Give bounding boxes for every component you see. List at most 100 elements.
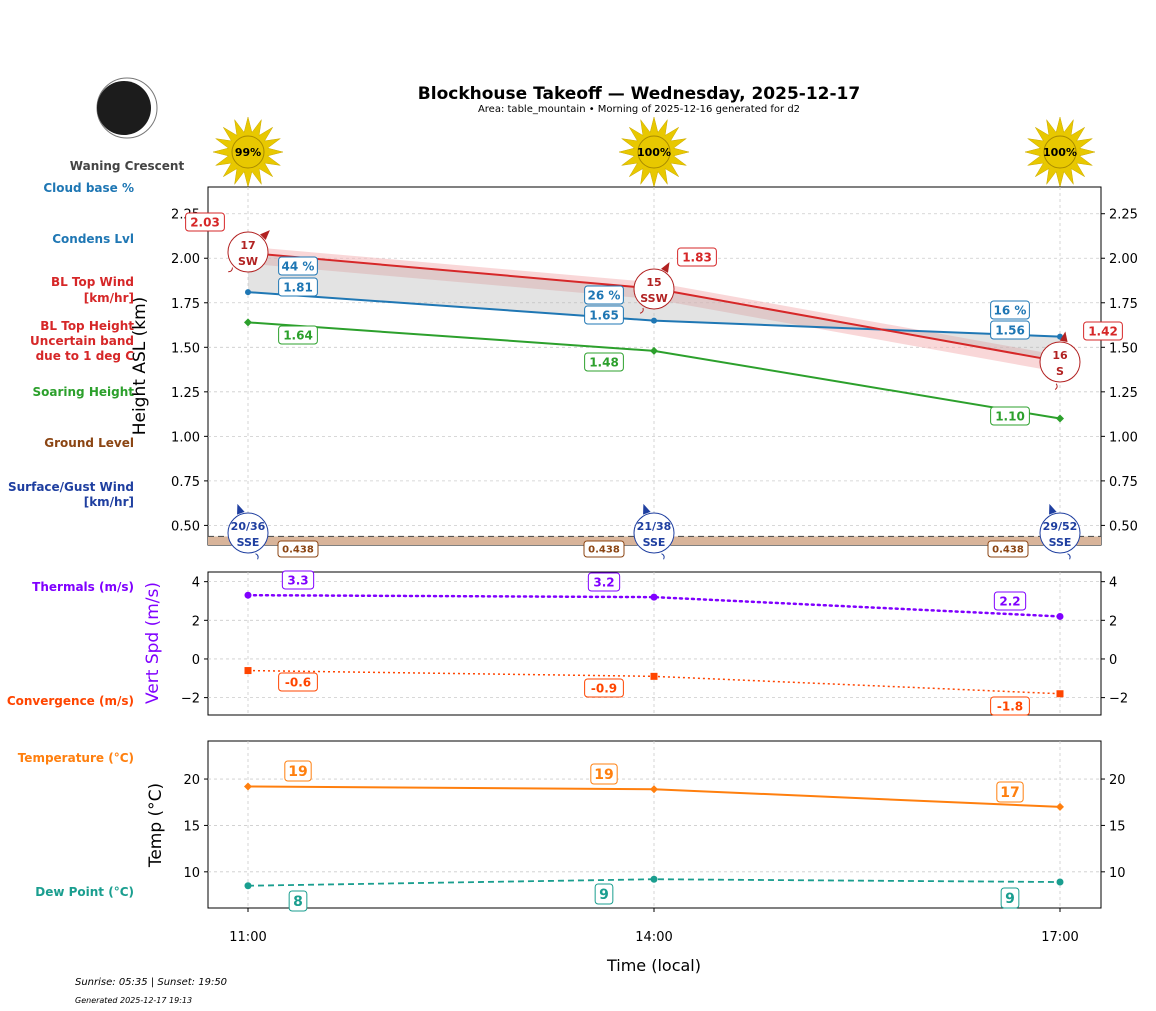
- y-tick-label-right: 20: [1109, 773, 1126, 788]
- cloudbase-pct-label-1-box: [584, 285, 624, 305]
- condens-label-1: 1.65: [589, 308, 619, 322]
- legend-condens: Condens Lvl: [52, 232, 134, 246]
- soaring-label-0-box: [278, 325, 318, 345]
- legend-blwind-2: [km/hr]: [84, 291, 134, 305]
- bl-wind-0-dir: SW: [238, 255, 258, 268]
- sun-disc: [1043, 135, 1077, 169]
- dewpoint-label-0-box: [288, 890, 308, 912]
- convergence-label-1-box: [584, 678, 624, 698]
- bl-wind-2-tail: [1054, 383, 1058, 390]
- dewpoint-label-0: 8: [293, 894, 303, 910]
- ground-label-0: 0.438: [282, 545, 314, 556]
- y-tick-label-left: 2: [192, 614, 200, 629]
- bl-top-label-2-box: [1083, 321, 1123, 341]
- surface-wind-1-tail: [661, 553, 665, 560]
- temperature-label-2: 17: [1000, 785, 1019, 801]
- legend-temperature: Temperature (°C): [18, 751, 134, 765]
- bl-wind-1-tail: [639, 307, 644, 314]
- y-tick-label-right: 2.00: [1109, 252, 1138, 267]
- condens-label-0-box: [278, 277, 318, 297]
- y-tick-label-right: 10: [1109, 866, 1126, 881]
- legend-blheight-1: BL Top Height: [40, 319, 134, 333]
- x-tick-label: 11:00: [229, 930, 266, 945]
- bl-wind-0-speed: 17: [240, 239, 255, 252]
- sunshine-pct-2: 100%: [1043, 146, 1077, 159]
- y-tick-label-right: 15: [1109, 819, 1126, 834]
- thermals-label-1-box: [587, 572, 621, 592]
- temperature-label-2-box: [996, 781, 1024, 803]
- panel-frame-1: [207, 571, 1102, 716]
- legend-cloudbase: Cloud base %: [43, 181, 134, 195]
- cloudbase-pct-label-2-box: [990, 300, 1030, 320]
- legend-convergence: Convergence (m/s): [7, 694, 134, 708]
- surface-wind-2-arrow-icon: [1049, 503, 1057, 515]
- bl-uncertainty-band: [248, 246, 1060, 373]
- temperature-point: [650, 785, 658, 794]
- ground-label-1-box: [583, 540, 625, 558]
- bl-wind-2-circle: [1039, 341, 1081, 383]
- surface-wind-2-circle: [1039, 512, 1081, 554]
- panel-frame-2: [207, 740, 1102, 909]
- y-tick-label-left: 4: [192, 576, 200, 591]
- thermals-line: [246, 593, 1062, 618]
- convergence-label-1: -0.9: [591, 681, 617, 695]
- temperature-label-1: 19: [594, 767, 613, 783]
- legend-dewpoint: Dew Point (°C): [35, 885, 134, 899]
- bl-wind-1-dir: SSW: [640, 292, 667, 305]
- bl-top-label-0: 2.03: [190, 215, 220, 229]
- y-tick-label-left: 1.00: [171, 430, 200, 445]
- sunshine-pct-0: 99%: [235, 146, 261, 159]
- y-tick-label-left: 0.75: [171, 475, 200, 490]
- y-tick-label-right: 2: [1109, 614, 1117, 629]
- cloudbase-pct-label-2: 16 %: [994, 303, 1027, 317]
- thermals-label-0: 3.3: [287, 573, 308, 587]
- thermals-label-2: 2.2: [999, 594, 1020, 608]
- dewpoint-label-2: 9: [1005, 891, 1015, 907]
- y-tick-label-right: 0: [1109, 653, 1117, 668]
- y-tick-label-right: −2: [1109, 692, 1128, 707]
- legend-soaring: Soaring Height: [33, 385, 135, 399]
- bl-wind-2-arrow-icon: [1059, 331, 1068, 343]
- thermals-point: [244, 591, 252, 599]
- y-tick-label-right: 1.00: [1109, 430, 1138, 445]
- surface-wind-1-circle: [633, 512, 675, 554]
- y-tick-label-left: 20: [183, 773, 200, 788]
- ground-label-0-box: [277, 540, 319, 558]
- dewpoint-label-1-box: [594, 883, 614, 905]
- convergence-label-0: -0.6: [285, 675, 311, 689]
- soaring-point: [650, 346, 658, 355]
- sun-disc: [231, 135, 265, 169]
- sunrise-sunset-text: Sunrise: 05:35 | Sunset: 19:50: [75, 977, 227, 988]
- condens-label-0: 1.81: [283, 280, 313, 294]
- legend-surface-1: Surface/Gust Wind: [8, 480, 134, 494]
- soaring-point: [1056, 414, 1064, 423]
- legend-ground: Ground Level: [44, 436, 134, 450]
- condens-point: [651, 317, 657, 324]
- cloudbase-pct-label-1: 26 %: [588, 288, 621, 302]
- convergence-point: [1056, 690, 1064, 698]
- y-tick-label-left: 1.50: [171, 341, 200, 356]
- y-tick-label-left: 1.75: [171, 297, 200, 312]
- dewpoint-label-2-box: [1000, 887, 1020, 909]
- bl-wind-0-arrow-icon: [260, 230, 270, 240]
- legend-blheight-3: due to 1 deg C: [36, 349, 135, 363]
- legend-surface-2: [km/hr]: [84, 495, 134, 509]
- dewpoint-point: [650, 875, 658, 883]
- moon-phase-label: Waning Crescent: [70, 159, 185, 173]
- soaring-label-1: 1.48: [589, 355, 619, 369]
- bl-top-label-2: 1.42: [1088, 324, 1118, 338]
- y-tick-label-left: 2.00: [171, 252, 200, 267]
- dewpoint-label-1: 9: [599, 887, 609, 903]
- convergence-label-2-box: [990, 696, 1030, 716]
- thermals-label-0-box: [281, 570, 315, 590]
- soaring-label-1-box: [584, 352, 624, 372]
- bl-wind-0-tail: [228, 267, 233, 273]
- condens-label-2: 1.56: [995, 323, 1025, 337]
- surface-wind-1-dir: SSE: [643, 536, 666, 549]
- surface-wind-0-tail: [255, 553, 259, 560]
- y-tick-label-left: −2: [181, 692, 200, 707]
- y-tick-label-left: 10: [183, 866, 200, 881]
- x-axis-label: Time (local): [606, 956, 701, 975]
- panel-frame-0: [207, 186, 1102, 546]
- cloudbase-pct-label-0-box: [278, 256, 318, 276]
